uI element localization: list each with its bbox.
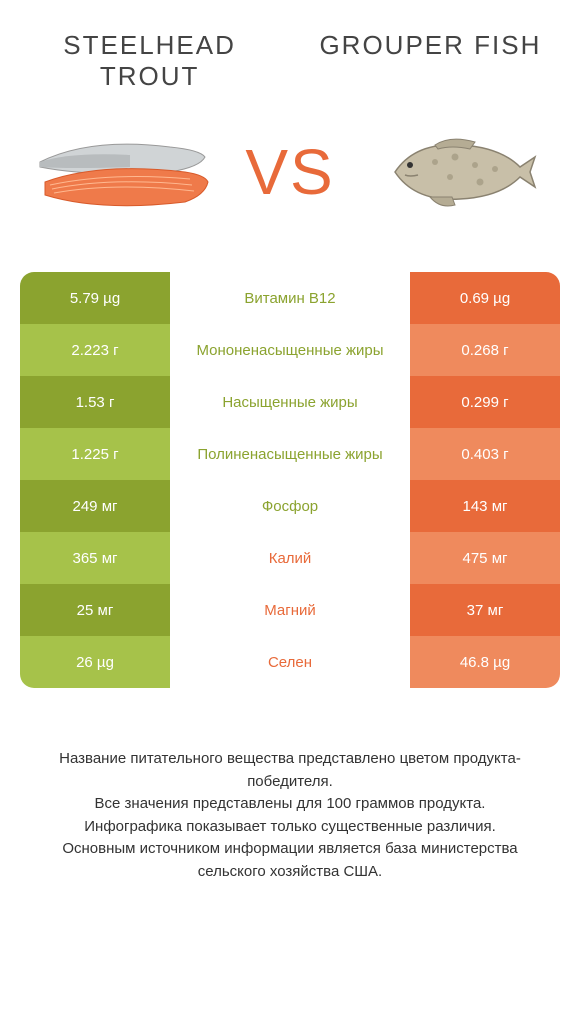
right-value: 46.8 µg <box>410 636 560 688</box>
nutrient-name: Витамин B12 <box>170 272 410 324</box>
right-value: 475 мг <box>410 532 560 584</box>
left-value: 1.53 г <box>20 376 170 428</box>
table-row: 26 µgСелен46.8 µg <box>20 636 560 688</box>
table-row: 365 мгКалий475 мг <box>20 532 560 584</box>
table-row: 1.53 гНасыщенные жиры0.299 г <box>20 376 560 428</box>
left-image <box>30 112 210 232</box>
left-value: 26 µg <box>20 636 170 688</box>
titles-row: STEELHEAD TROUT GROUPER FISH <box>20 30 560 92</box>
left-value: 5.79 µg <box>20 272 170 324</box>
footer-line-1: Название питательного вещества представл… <box>30 748 550 793</box>
right-value: 143 мг <box>410 480 560 532</box>
footer-line-3: Инфографика показывает только существенн… <box>30 816 550 839</box>
nutrient-name: Селен <box>170 636 410 688</box>
nutrient-name: Магний <box>170 584 410 636</box>
right-value: 0.268 г <box>410 324 560 376</box>
table-row: 5.79 µgВитамин B120.69 µg <box>20 272 560 324</box>
nutrient-name: Полиненасыщенные жиры <box>170 428 410 480</box>
right-value: 0.403 г <box>410 428 560 480</box>
footer-line-4: Основным источником информации является … <box>30 838 550 883</box>
nutrient-name: Фосфор <box>170 480 410 532</box>
grouper-fish-icon <box>380 127 540 217</box>
images-row: VS <box>20 112 560 232</box>
left-value: 25 мг <box>20 584 170 636</box>
right-title: GROUPER FISH <box>301 30 560 61</box>
left-value: 249 мг <box>20 480 170 532</box>
left-value: 365 мг <box>20 532 170 584</box>
nutrient-name: Мононенасыщенные жиры <box>170 324 410 376</box>
table-row: 25 мгМагний37 мг <box>20 584 560 636</box>
footer-line-2: Все значения представлены для 100 граммо… <box>30 793 550 816</box>
table-row: 1.225 гПолиненасыщенные жиры0.403 г <box>20 428 560 480</box>
footer-text: Название питательного вещества представл… <box>20 748 560 883</box>
nutrient-name: Калий <box>170 532 410 584</box>
right-image <box>370 112 550 232</box>
left-value: 1.225 г <box>20 428 170 480</box>
table-row: 2.223 гМононенасыщенные жиры0.268 г <box>20 324 560 376</box>
table-row: 249 мгФосфор143 мг <box>20 480 560 532</box>
vs-label: VS <box>245 135 334 209</box>
nutrient-name: Насыщенные жиры <box>170 376 410 428</box>
left-title: STEELHEAD TROUT <box>20 30 279 92</box>
comparison-table: 5.79 µgВитамин B120.69 µg2.223 гМононена… <box>20 272 560 688</box>
right-value: 37 мг <box>410 584 560 636</box>
trout-fillet-icon <box>30 117 210 227</box>
left-value: 2.223 г <box>20 324 170 376</box>
right-value: 0.299 г <box>410 376 560 428</box>
right-value: 0.69 µg <box>410 272 560 324</box>
